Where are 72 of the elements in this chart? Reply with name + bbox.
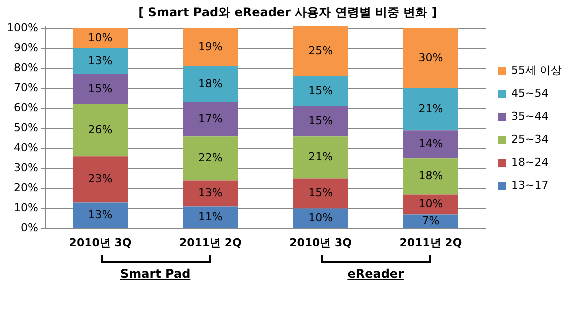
bar <box>403 28 458 89</box>
legend-label: 13~17 <box>512 178 549 192</box>
data-label: 19% <box>198 40 223 54</box>
data-label: 22% <box>198 152 223 165</box>
data-label: 23% <box>88 172 113 186</box>
bar <box>293 106 348 137</box>
bar <box>403 194 458 215</box>
y-tick-label: 20% <box>14 182 38 195</box>
y-tick-label: 60% <box>14 101 38 114</box>
legend-label: 35~44 <box>512 110 549 123</box>
data-label: 26% <box>88 123 113 136</box>
legend-label: 55세 이상 <box>512 64 562 77</box>
legend-label: 18~24 <box>512 156 549 169</box>
data-label: 21% <box>418 102 444 116</box>
data-label: 11% <box>198 210 223 224</box>
bar <box>183 102 238 137</box>
x-tick-label: 2011년 2Q <box>400 236 462 250</box>
y-tick-label: 70% <box>14 81 38 94</box>
bar <box>293 26 348 76</box>
x-tick-label: 2010년 3Q <box>69 236 132 250</box>
data-label: 14% <box>418 137 444 150</box>
bar <box>293 136 348 179</box>
y-tick-label: 80% <box>14 61 38 74</box>
y-tick-label: 0% <box>20 222 38 235</box>
bar <box>183 136 238 181</box>
bar <box>72 48 128 74</box>
bar <box>403 88 458 131</box>
bar <box>183 66 238 103</box>
data-label: 13% <box>88 54 113 68</box>
bar <box>72 74 128 105</box>
bar <box>72 104 128 157</box>
y-tick-label: 50% <box>14 121 38 134</box>
y-tick-label: 10% <box>14 202 38 215</box>
bar <box>403 158 458 195</box>
legend-label: 25~34 <box>512 132 549 146</box>
data-label: 25% <box>308 44 334 58</box>
bar <box>72 156 128 203</box>
bar <box>183 28 238 66</box>
data-label: 30% <box>418 51 444 64</box>
data-label: 21% <box>308 150 334 164</box>
bar <box>293 178 348 209</box>
chart-title: [ Smart Pad와 eReader 사용자 연령별 비중 변화 ] <box>138 5 438 20</box>
bar <box>72 28 128 48</box>
bar <box>72 202 128 228</box>
x-tick-label: 2010년 3Q <box>290 236 352 250</box>
y-tick-label: 40% <box>14 142 38 154</box>
bar <box>403 214 458 228</box>
bar <box>293 76 348 107</box>
bar <box>293 208 348 228</box>
x-tick-label: 2011년 2Q <box>179 236 242 250</box>
data-label: 15% <box>308 186 334 200</box>
data-label: 15% <box>308 84 334 98</box>
data-label: 13% <box>88 208 113 222</box>
y-tick-label: 30% <box>14 162 38 175</box>
data-label: 10% <box>308 211 334 224</box>
data-label: 18% <box>198 77 223 90</box>
data-label: 15% <box>308 114 334 128</box>
text: eReader <box>346 266 405 281</box>
y-tick-label: 100% <box>6 21 38 34</box>
bar <box>403 130 458 159</box>
bar <box>183 180 238 207</box>
data-label: 7% <box>422 214 440 228</box>
data-label: 10% <box>418 198 444 211</box>
legend-label: 45~54 <box>512 86 549 100</box>
data-label: 18% <box>418 170 444 183</box>
data-label: 13% <box>198 186 223 200</box>
data-label: 15% <box>88 82 113 96</box>
y-tick-label: 90% <box>14 41 38 54</box>
bar <box>183 206 238 228</box>
data-label: 10% <box>88 31 113 44</box>
text: Smart Pad <box>119 266 192 281</box>
data-label: 17% <box>198 112 223 126</box>
